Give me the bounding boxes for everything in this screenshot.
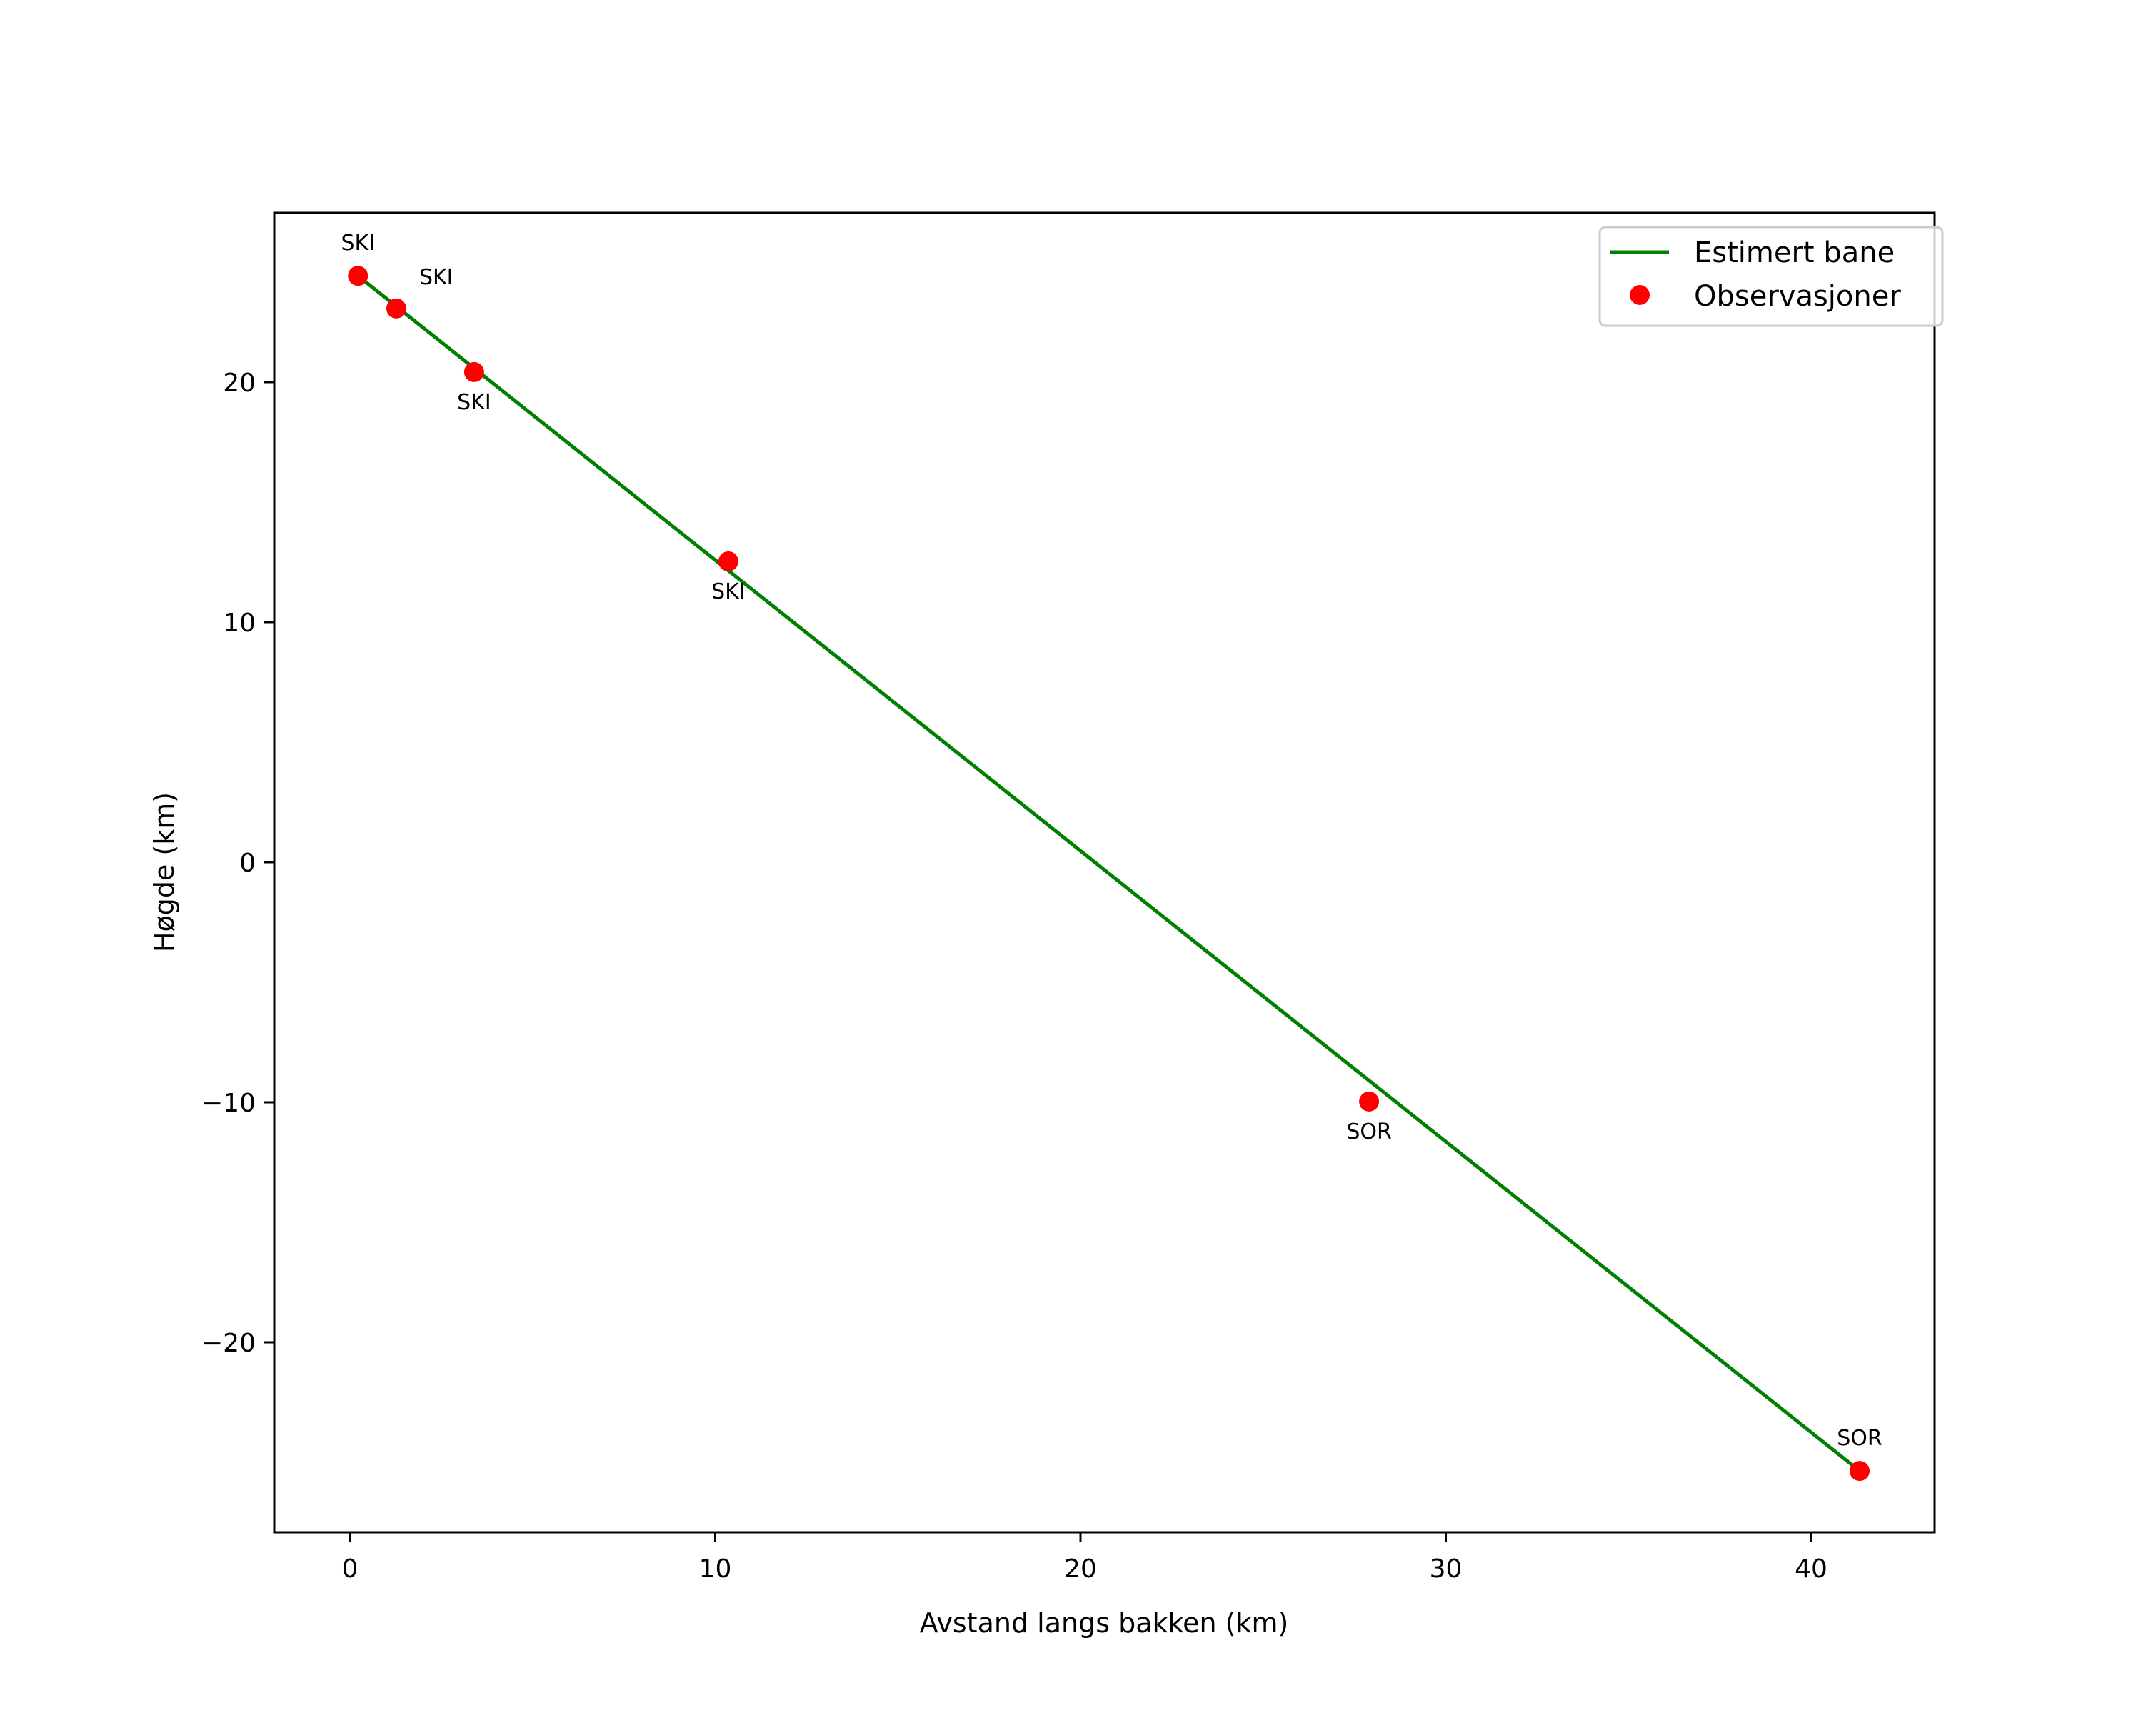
observation-station-label: SOR [1346,1119,1392,1144]
y-axis-ticks: −20 −10 0 10 20 [201,369,274,1358]
y-tick-label: 10 [223,609,256,638]
observation-station-label: SKI [341,231,375,256]
legend-dot-icon [1630,285,1650,305]
legend-label-estimert-bane: Estimert bane [1694,236,1895,269]
observation-point [463,361,484,382]
legend-label-observasjoner: Observasjoner [1694,280,1901,313]
x-tick-label: 20 [1064,1554,1097,1584]
x-tick-label: 30 [1430,1554,1463,1584]
x-tick-label: 40 [1795,1554,1827,1584]
observation-point [1359,1091,1380,1112]
x-axis-label: Avstand langs bakken (km) [920,1607,1289,1639]
x-tick-label: 10 [699,1554,732,1584]
y-tick-label: −10 [201,1089,256,1118]
y-axis-label: Høgde (km) [149,792,180,952]
observation-point [718,551,738,571]
y-tick-label: −20 [201,1329,256,1358]
estimated-path-line [356,274,1861,1473]
observation-point [348,266,368,286]
legend: Estimert bane Observasjoner [1598,226,1944,327]
observation-point [386,298,406,319]
x-tick-label: 0 [342,1554,359,1584]
axes-frame [273,211,1936,1534]
x-axis-ticks: 0 10 20 30 40 [342,1532,1827,1584]
observation-station-label: SOR [1837,1426,1882,1451]
observation-station-label: SKI [711,579,746,604]
legend-box [1598,226,1944,327]
y-tick-label: 20 [223,369,256,398]
y-tick-label: 0 [239,849,256,878]
observation-station-label: SKI [457,390,491,415]
observation-point [1850,1461,1870,1482]
observation-station-label: SKI [419,265,453,290]
plot-area: SKI SKI SKI SKI SOR SOR [341,231,1882,1482]
